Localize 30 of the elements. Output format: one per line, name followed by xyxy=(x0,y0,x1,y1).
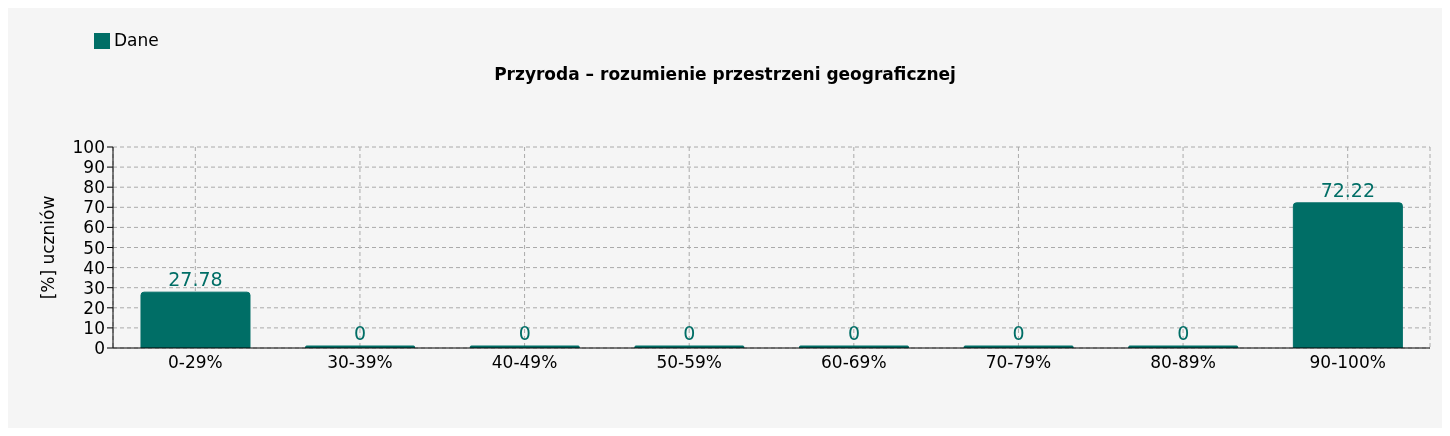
x-tick-label: 60-69% xyxy=(821,352,887,373)
y-tick-label: 10 xyxy=(83,317,105,338)
y-tick-label: 20 xyxy=(83,297,105,318)
y-tick-label: 40 xyxy=(83,257,105,278)
x-tick-label: 40-49% xyxy=(491,352,558,373)
y-tick-label: 50 xyxy=(83,237,105,258)
y-tick-label: 0 xyxy=(94,338,105,359)
y-tick-label: 90 xyxy=(83,157,105,178)
data-label: 27.78 xyxy=(168,268,223,291)
x-tick-label: 80-89% xyxy=(1150,352,1216,373)
data-label: 0 xyxy=(1177,322,1190,344)
y-tick-label: 100 xyxy=(72,137,105,158)
data-label: 0 xyxy=(683,322,696,344)
data-label: 0 xyxy=(847,322,861,344)
y-tick-label: 60 xyxy=(83,217,105,238)
data-label: 0 xyxy=(1012,322,1025,344)
legend-label: Dane xyxy=(114,30,159,50)
chart-title: Przyroda – rozumienie przestrzeni geograficznej xyxy=(493,64,957,84)
x-tick-label: 0-29% xyxy=(167,352,223,373)
data-label: 0 xyxy=(354,322,367,344)
x-tick-label: 50-59% xyxy=(656,352,722,373)
y-tick-label: 30 xyxy=(83,277,105,298)
x-tick-label: 70-79% xyxy=(985,352,1052,373)
x-tick-label: 90-100% xyxy=(1309,352,1386,373)
y-tick-label: 80 xyxy=(83,177,105,198)
y-axis-title: [%] uczniów xyxy=(38,195,59,300)
data-label: 72.22 xyxy=(1320,178,1376,201)
y-tick-label: 70 xyxy=(83,197,105,218)
x-tick-label: 30-39% xyxy=(327,352,393,373)
data-label: 0 xyxy=(518,322,531,344)
